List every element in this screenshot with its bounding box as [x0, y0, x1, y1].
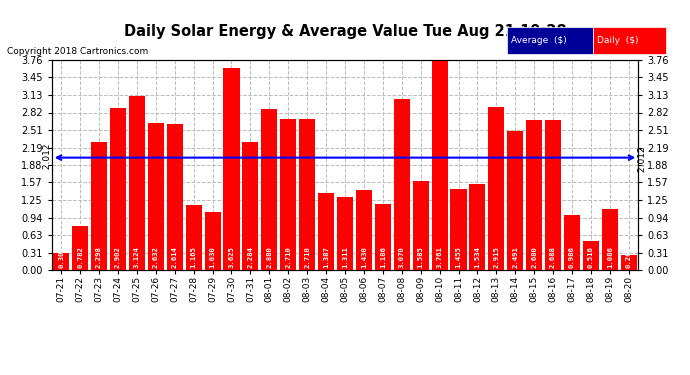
Bar — [507, 131, 523, 270]
Bar — [72, 226, 88, 270]
Text: 2.614: 2.614 — [172, 246, 178, 268]
Bar — [53, 253, 69, 270]
Bar — [318, 192, 334, 270]
Text: 3.761: 3.761 — [437, 246, 442, 268]
Text: 2.902: 2.902 — [115, 246, 121, 268]
Bar — [280, 118, 296, 270]
Text: 3.124: 3.124 — [134, 246, 140, 268]
Text: 1.186: 1.186 — [380, 246, 386, 268]
Text: 2.284: 2.284 — [248, 246, 253, 268]
Bar — [129, 96, 145, 270]
Bar — [148, 123, 164, 270]
Text: 0.516: 0.516 — [588, 246, 594, 268]
Bar — [621, 255, 637, 270]
Bar — [564, 215, 580, 270]
Text: 2.710: 2.710 — [304, 246, 310, 268]
Text: 0.300: 0.300 — [58, 246, 64, 268]
Bar — [602, 209, 618, 270]
Bar — [262, 109, 277, 270]
Bar — [242, 142, 259, 270]
Text: 0.782: 0.782 — [77, 246, 83, 268]
Bar — [545, 120, 561, 270]
Bar — [394, 99, 410, 270]
Text: 3.625: 3.625 — [228, 246, 235, 268]
Text: Copyright 2018 Cartronics.com: Copyright 2018 Cartronics.com — [7, 47, 148, 56]
Text: 2.298: 2.298 — [96, 246, 102, 268]
Bar — [375, 204, 391, 270]
Text: 1.387: 1.387 — [323, 246, 329, 268]
Text: 1.086: 1.086 — [607, 246, 613, 268]
Text: 2.491: 2.491 — [512, 246, 518, 268]
Bar — [489, 107, 504, 270]
Text: 2.688: 2.688 — [550, 246, 556, 268]
Text: 1.455: 1.455 — [455, 246, 462, 268]
Bar — [451, 189, 466, 270]
Text: Daily Solar Energy & Average Value Tue Aug 21 19:28: Daily Solar Energy & Average Value Tue A… — [124, 24, 566, 39]
Text: 1.165: 1.165 — [190, 246, 197, 268]
Bar — [299, 118, 315, 270]
Bar — [224, 68, 239, 270]
Text: 1.585: 1.585 — [417, 246, 424, 268]
Bar — [110, 108, 126, 270]
Text: 1.311: 1.311 — [342, 246, 348, 268]
Bar — [186, 205, 201, 270]
Bar — [431, 60, 448, 270]
Text: 0.986: 0.986 — [569, 246, 575, 268]
Bar — [167, 124, 183, 270]
Text: 3.070: 3.070 — [399, 246, 405, 268]
Text: 2.012: 2.012 — [43, 143, 52, 172]
Text: 2.880: 2.880 — [266, 246, 273, 268]
Text: Daily  ($): Daily ($) — [597, 36, 638, 45]
Text: 1.030: 1.030 — [210, 246, 215, 268]
Bar — [337, 197, 353, 270]
Bar — [469, 184, 486, 270]
Text: 2.632: 2.632 — [152, 246, 159, 268]
Bar — [204, 213, 221, 270]
Bar — [91, 142, 107, 270]
Text: 2.915: 2.915 — [493, 246, 500, 268]
Bar — [526, 120, 542, 270]
Text: Average  ($): Average ($) — [511, 36, 566, 45]
Text: 2.012: 2.012 — [638, 143, 647, 172]
Text: 2.680: 2.680 — [531, 246, 538, 268]
Text: 2.710: 2.710 — [285, 246, 291, 268]
Text: 1.430: 1.430 — [361, 246, 367, 268]
Bar — [583, 241, 599, 270]
Bar — [413, 182, 428, 270]
Text: 1.534: 1.534 — [475, 246, 480, 268]
Text: 0.265: 0.265 — [626, 246, 632, 268]
Bar — [356, 190, 372, 270]
